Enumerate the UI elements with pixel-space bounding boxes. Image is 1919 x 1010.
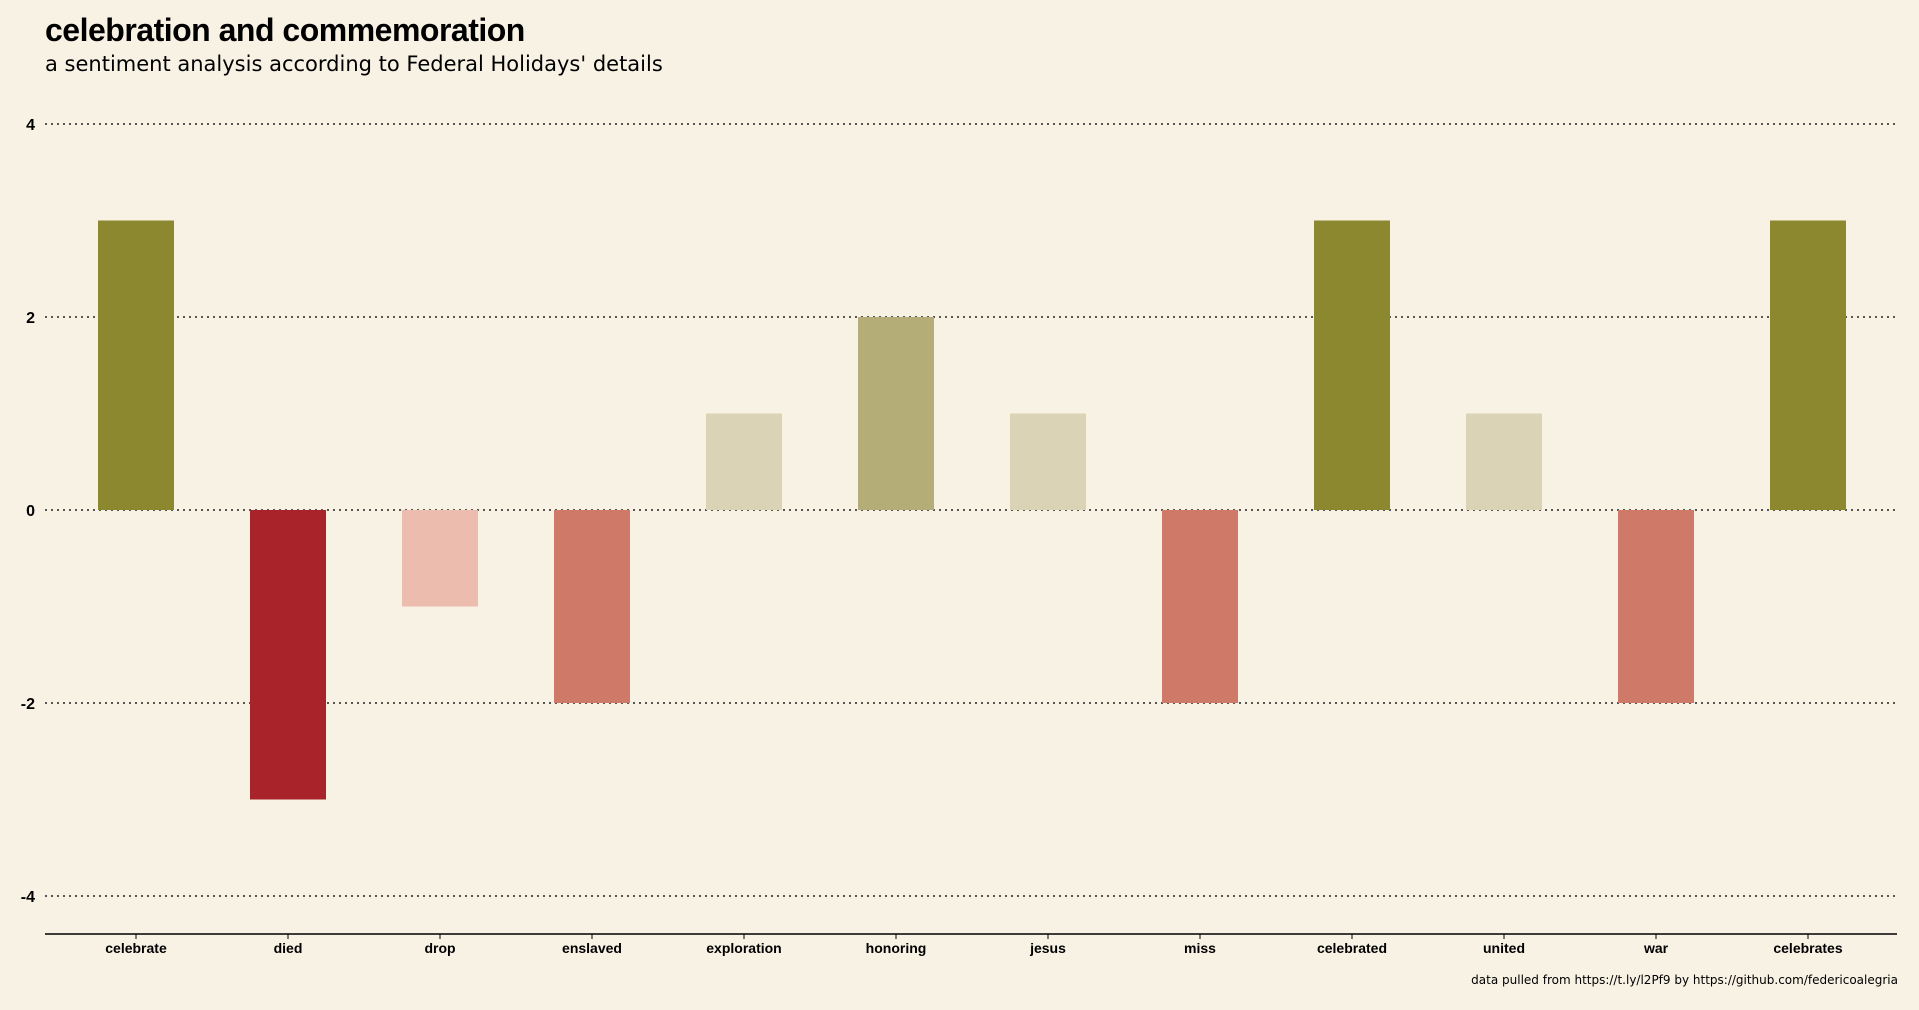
- y-tick-label: 4: [26, 117, 35, 134]
- bar-celebrates: [1770, 220, 1846, 510]
- y-axis-ticks: 4 2 0 -2 -4: [21, 117, 35, 906]
- bars: [98, 220, 1846, 800]
- x-tick-label: jesus: [1029, 940, 1066, 956]
- bar-honoring: [858, 317, 934, 510]
- x-tick-label: united: [1483, 940, 1525, 956]
- bar-miss: [1162, 510, 1238, 703]
- x-axis-ticks: celebrate died drop enslaved exploration hono…: [105, 934, 1843, 956]
- x-tick-label: honoring: [866, 940, 927, 956]
- grid-lines: [45, 123, 1897, 897]
- y-tick-label: -4: [21, 889, 35, 906]
- x-tick-label: drop: [424, 940, 455, 956]
- bar-celebrated: [1314, 220, 1390, 510]
- x-tick-label: celebrated: [1317, 940, 1387, 956]
- bar-united: [1466, 413, 1542, 510]
- x-tick-label: died: [274, 940, 303, 956]
- bar-jesus: [1010, 413, 1086, 510]
- chart-caption: data pulled from https://t.ly/l2Pf9 by h…: [1471, 973, 1898, 987]
- y-tick-label: 2: [26, 310, 35, 327]
- bar-enslaved: [554, 510, 630, 703]
- x-tick-label: exploration: [706, 940, 781, 956]
- chart-subtitle: a sentiment analysis according to Federa…: [45, 52, 663, 76]
- x-tick-label: war: [1643, 940, 1669, 956]
- x-tick-label: enslaved: [562, 940, 622, 956]
- bar-exploration: [706, 413, 782, 510]
- x-tick-label: miss: [1184, 940, 1216, 956]
- y-tick-label: 0: [26, 503, 35, 520]
- bar-drop: [402, 510, 478, 607]
- bar-celebrate: [98, 220, 174, 510]
- x-tick-label: celebrate: [105, 940, 167, 956]
- bar-war: [1618, 510, 1694, 703]
- y-tick-label: -2: [21, 696, 35, 713]
- x-tick-label: celebrates: [1773, 940, 1842, 956]
- chart-title: celebration and commemoration: [45, 12, 525, 48]
- bar-died: [250, 510, 326, 800]
